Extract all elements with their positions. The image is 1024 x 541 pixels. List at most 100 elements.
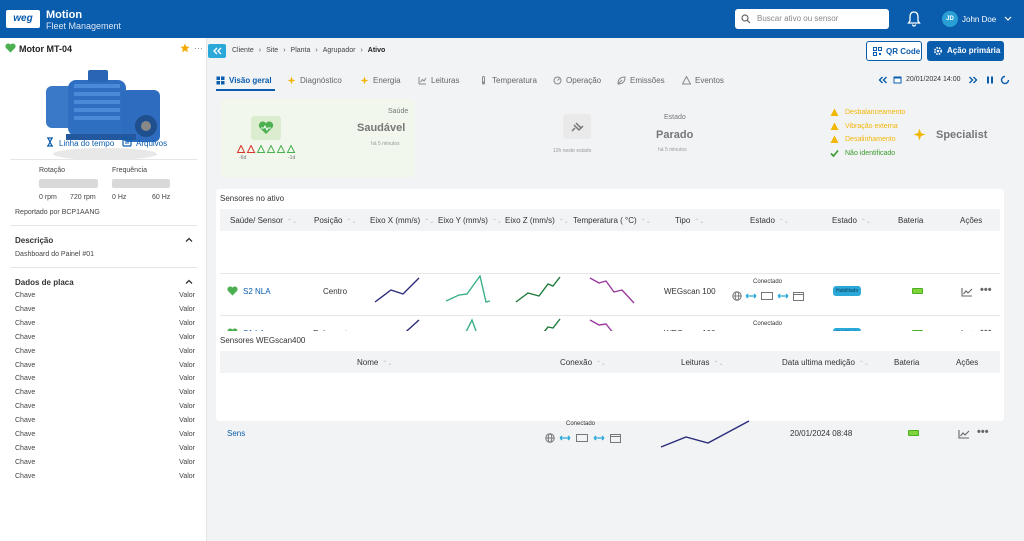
star-icon[interactable] [180,43,190,53]
arrows-icon [593,435,605,441]
table-header-cell[interactable]: Eixo Z (mm/s) ⌃⌄ [505,216,569,225]
nameplate-key: Chave [15,305,36,313]
table-header-cell[interactable]: Eixo X (mm/s) ⌃⌄ [370,216,434,225]
calendar-icon[interactable] [893,75,902,84]
state-duration: 12h neste estado [553,148,592,154]
table-header-cell[interactable]: Leituras ⌃⌄ [681,358,724,367]
bell-icon[interactable] [907,11,921,27]
hourglass-icon[interactable] [46,137,54,147]
globe-icon [545,433,555,443]
tab-operation[interactable]: Operação [553,76,601,85]
double-chevron-right-icon[interactable] [969,76,978,84]
header-label: Estado [750,216,775,225]
breadcrumb-item[interactable]: Cliente [232,47,254,54]
collapse-sidebar-button[interactable] [208,44,226,58]
sort-icon: ⌃⌄ [858,361,869,367]
sparkle-icon [287,76,296,85]
nameplate-value: Valor [179,292,195,299]
nameplate-row: Chave Valor [15,417,195,424]
files-icon[interactable] [122,137,132,147]
tab-label: Diagnóstico [300,76,342,85]
header-label: Eixo Y (mm/s) [438,216,488,225]
avatar[interactable]: JD [942,11,958,27]
chart-icon[interactable] [961,287,973,297]
nameplate-row: Chave Valor [15,459,195,466]
table-header-cell[interactable]: Estado ⌃⌄ [750,216,789,225]
cloud-window-icon [610,434,621,443]
tab-emissions[interactable]: Emissões [617,76,665,85]
gateway-icon [576,434,588,442]
user-name[interactable]: John Doe [962,15,997,24]
search-input[interactable]: Buscar ativo ou sensor [735,9,889,29]
health-axis-left: -6d [239,155,247,161]
weg-logo[interactable]: weg [6,10,40,28]
files-link[interactable]: Arquivos [136,139,168,148]
sensor-name-link[interactable]: Sens [227,429,246,438]
chart-icon[interactable] [958,429,970,439]
sort-icon: ⌃⌄ [382,361,393,367]
battery-icon [912,288,923,294]
sort-icon: ⌃⌄ [491,219,502,225]
description-title: Descrição [15,236,54,245]
state-since: há 5 minutos [658,147,687,153]
table-header-cell[interactable]: Tipo ⌃⌄ [675,216,704,225]
nameplate-title: Dados de placa [15,278,74,287]
nameplate-row: Chave Valor [15,473,195,480]
more-icon[interactable]: ··· [194,43,203,53]
tab-label: Eventos [695,76,724,85]
primary-action-label: Ação primária [947,46,1001,55]
more-icon[interactable]: ••• [977,426,989,438]
state-icon-box [563,114,591,139]
tab-readings[interactable]: Leituras [418,76,459,85]
refresh-icon[interactable] [1000,75,1010,85]
tab-label: Energia [373,76,401,85]
table-header [220,351,1000,373]
sensor-name-link[interactable]: S2 NLA [243,287,271,296]
tab-temperature[interactable]: Temperatura [479,76,537,85]
warning-icon [830,135,839,143]
double-chevron-left-icon [213,47,222,55]
nameplate-key: Chave [15,472,36,480]
table-header-cell[interactable]: Nome ⌃⌄ [357,358,392,367]
table-header-cell[interactable]: Eixo Y (mm/s) ⌃⌄ [438,216,502,225]
table-header-cell[interactable]: Saúde/ Sensor ⌃⌄ [230,216,297,225]
qr-code-icon [873,47,882,56]
chevron-up-icon[interactable] [185,236,193,244]
pause-icon[interactable] [986,76,994,84]
double-chevron-left-icon[interactable] [878,76,887,84]
breadcrumb-item[interactable]: Site [266,47,279,54]
table-header-cell[interactable]: Bateria [894,358,919,367]
nameplate-row: Chave Valor [15,445,195,452]
tab-energy[interactable]: Energia [360,76,401,85]
table-header-cell[interactable]: Estado ⌃⌄ [832,216,871,225]
tab-diagnostics[interactable]: Diagnóstico [287,76,342,85]
tab-events[interactable]: Eventos [682,76,724,85]
more-icon[interactable]: ••• [980,284,992,296]
header-label: Leituras [681,358,710,367]
sensors-table-title: Sensores no ativo [220,194,285,203]
primary-action-button[interactable]: Ação primária [927,41,1004,61]
sort-icon: ⌃⌄ [286,219,297,225]
nameplate-value: Valor [179,305,195,313]
chevron-down-icon[interactable] [1004,14,1012,22]
nameplate-value: Valor [179,431,195,438]
table-header-cell[interactable]: Conexão ⌃⌄ [560,358,606,367]
breadcrumb-item[interactable]: Agrupador [322,47,356,54]
table-header-cell[interactable]: Temperatura ( °C) ⌃⌄ [573,216,651,225]
table-header-cell[interactable]: Posição ⌃⌄ [314,216,357,225]
table-header-cell[interactable]: Data ultima medição ⌃⌄ [782,358,869,367]
table-header-cell[interactable]: Bateria [898,216,923,225]
qr-code-button[interactable]: QR Code [866,41,922,61]
tab-overview[interactable]: Visão geral [216,76,272,85]
asset-name: Motor MT-04 [19,44,72,54]
breadcrumb-item[interactable]: Planta [290,47,311,54]
table-header-cell[interactable]: Ações [960,216,982,225]
nameplate-row: Chave Valor [15,362,195,369]
arrows-icon [745,293,757,299]
tab-label: Emissões [630,76,665,85]
selected-datetime[interactable]: 20/01/2024 14:00 [906,76,961,83]
timeline-link[interactable]: Linha do tempo [59,139,115,148]
sort-icon: ⌃⌄ [424,219,435,225]
table-header-cell[interactable]: Ações [956,358,978,367]
chevron-up-icon[interactable] [185,278,193,286]
